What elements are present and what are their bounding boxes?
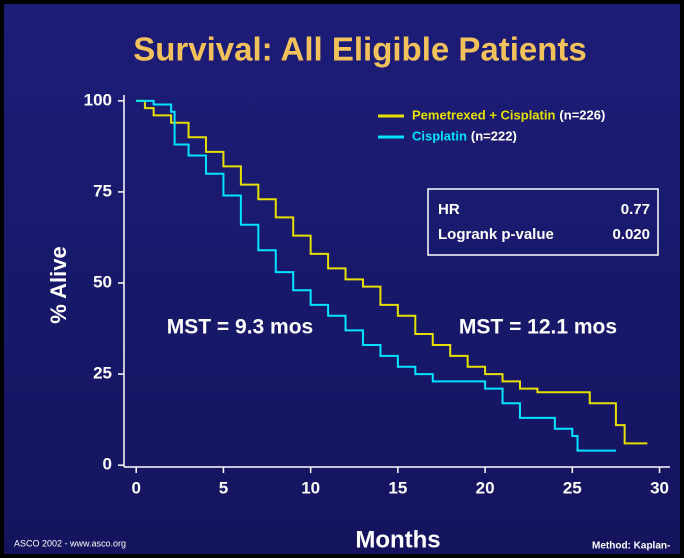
x-tick-label: 10 xyxy=(301,478,320,497)
x-axis-label: Months xyxy=(355,526,440,553)
stats-label: HR xyxy=(438,201,460,218)
x-tick-label: 25 xyxy=(563,478,582,497)
x-tick-label: 30 xyxy=(650,478,669,497)
y-tick-label: 0 xyxy=(103,455,112,474)
legend-label: Cisplatin xyxy=(412,128,467,143)
y-tick-label: 50 xyxy=(93,272,112,291)
chart-title: Survival: All Eligible Patients xyxy=(133,31,587,68)
stats-value: 0.77 xyxy=(621,201,650,218)
stats-box xyxy=(427,188,659,256)
legend-count: (n=226) xyxy=(559,107,605,122)
survival-curve xyxy=(136,99,616,452)
footer-right: Method: Kaplan- xyxy=(592,541,670,552)
annotation: MST = 9.3 mos xyxy=(167,316,313,339)
annotation: MST = 12.1 mos xyxy=(459,316,617,339)
footer-left: ASCO 2002 - www.asco.org xyxy=(14,538,126,548)
survival-curve xyxy=(136,99,648,445)
legend-label: Pemetrexed + Cisplatin xyxy=(412,107,555,122)
stats-value: 0.020 xyxy=(612,226,650,243)
background xyxy=(4,4,680,554)
y-tick-label: 25 xyxy=(93,364,112,383)
x-tick-label: 15 xyxy=(388,478,407,497)
y-tick-label: 100 xyxy=(84,90,112,109)
stats-label: Logrank p-value xyxy=(438,226,554,243)
y-tick-label: 75 xyxy=(93,181,112,200)
x-tick-label: 0 xyxy=(131,478,140,497)
y-axis-label: % Alive xyxy=(46,246,71,323)
x-tick-label: 20 xyxy=(476,478,495,497)
legend-count: (n=222) xyxy=(471,128,517,143)
x-tick-label: 5 xyxy=(219,478,228,497)
